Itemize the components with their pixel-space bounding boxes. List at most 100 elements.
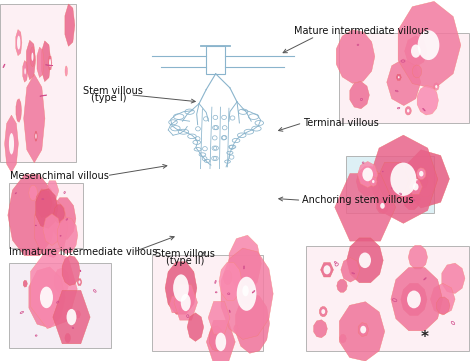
Ellipse shape bbox=[237, 277, 256, 311]
Bar bbox=[306, 246, 469, 351]
Polygon shape bbox=[405, 36, 427, 66]
Ellipse shape bbox=[362, 168, 373, 181]
Ellipse shape bbox=[31, 53, 34, 61]
Polygon shape bbox=[377, 198, 389, 214]
Polygon shape bbox=[169, 296, 180, 313]
Bar bbox=[206, 46, 225, 74]
Polygon shape bbox=[391, 268, 443, 331]
Polygon shape bbox=[48, 56, 52, 70]
Polygon shape bbox=[35, 209, 42, 223]
Polygon shape bbox=[29, 186, 37, 200]
Ellipse shape bbox=[321, 309, 325, 314]
Polygon shape bbox=[417, 168, 426, 179]
Polygon shape bbox=[27, 40, 36, 80]
Polygon shape bbox=[23, 280, 27, 287]
Ellipse shape bbox=[372, 180, 374, 183]
Polygon shape bbox=[401, 283, 427, 316]
Polygon shape bbox=[437, 297, 450, 314]
Text: (type II): (type II) bbox=[166, 256, 204, 266]
Text: Stem villous: Stem villous bbox=[155, 249, 215, 258]
Bar bbox=[339, 33, 469, 123]
Ellipse shape bbox=[391, 162, 416, 196]
Polygon shape bbox=[37, 47, 44, 78]
Polygon shape bbox=[23, 61, 28, 82]
Polygon shape bbox=[236, 293, 270, 353]
Bar bbox=[0, 4, 76, 162]
Ellipse shape bbox=[413, 183, 419, 191]
Polygon shape bbox=[76, 310, 81, 318]
Polygon shape bbox=[320, 262, 334, 277]
Text: (type I): (type I) bbox=[91, 93, 127, 103]
Polygon shape bbox=[442, 263, 465, 293]
Ellipse shape bbox=[407, 291, 421, 308]
Polygon shape bbox=[174, 285, 198, 320]
Polygon shape bbox=[243, 279, 251, 293]
Polygon shape bbox=[54, 268, 70, 293]
Polygon shape bbox=[36, 189, 58, 228]
Polygon shape bbox=[35, 131, 37, 141]
Polygon shape bbox=[224, 270, 232, 285]
Ellipse shape bbox=[40, 287, 53, 308]
Text: Immature intermediate villous: Immature intermediate villous bbox=[9, 247, 158, 257]
Polygon shape bbox=[405, 150, 449, 208]
Polygon shape bbox=[57, 217, 78, 253]
Polygon shape bbox=[35, 197, 68, 258]
Polygon shape bbox=[339, 302, 385, 361]
Polygon shape bbox=[335, 174, 396, 241]
Polygon shape bbox=[30, 249, 77, 329]
Polygon shape bbox=[65, 334, 71, 343]
Ellipse shape bbox=[359, 252, 371, 268]
Polygon shape bbox=[356, 166, 381, 196]
Polygon shape bbox=[314, 320, 328, 338]
Polygon shape bbox=[369, 177, 377, 187]
Ellipse shape bbox=[407, 109, 410, 113]
Ellipse shape bbox=[419, 171, 423, 177]
Ellipse shape bbox=[398, 76, 400, 78]
Polygon shape bbox=[336, 30, 375, 83]
Polygon shape bbox=[206, 320, 235, 361]
Ellipse shape bbox=[360, 326, 366, 334]
Polygon shape bbox=[30, 47, 35, 67]
Ellipse shape bbox=[216, 332, 226, 351]
Polygon shape bbox=[412, 65, 422, 78]
Text: Mature intermediate villous: Mature intermediate villous bbox=[294, 26, 429, 36]
Polygon shape bbox=[187, 313, 204, 342]
Text: *: * bbox=[420, 330, 428, 345]
Polygon shape bbox=[346, 238, 383, 283]
Bar bbox=[152, 255, 263, 351]
Text: Stem villous: Stem villous bbox=[83, 86, 143, 96]
Bar bbox=[9, 183, 83, 248]
Polygon shape bbox=[51, 198, 76, 239]
Polygon shape bbox=[409, 179, 422, 194]
Ellipse shape bbox=[411, 44, 421, 58]
Polygon shape bbox=[229, 235, 261, 292]
Polygon shape bbox=[234, 325, 238, 332]
Bar bbox=[9, 264, 111, 348]
Polygon shape bbox=[430, 283, 455, 315]
Text: Anchoring stem villous: Anchoring stem villous bbox=[302, 195, 414, 205]
Polygon shape bbox=[208, 301, 230, 334]
Polygon shape bbox=[54, 205, 64, 223]
Ellipse shape bbox=[24, 68, 26, 74]
Polygon shape bbox=[65, 4, 75, 46]
Ellipse shape bbox=[49, 59, 51, 67]
Polygon shape bbox=[36, 189, 52, 217]
Polygon shape bbox=[165, 262, 197, 314]
Polygon shape bbox=[405, 106, 411, 115]
Polygon shape bbox=[340, 334, 346, 343]
Polygon shape bbox=[358, 323, 369, 337]
Polygon shape bbox=[221, 248, 273, 339]
Polygon shape bbox=[319, 306, 328, 317]
Polygon shape bbox=[387, 59, 421, 105]
Ellipse shape bbox=[418, 30, 439, 60]
Polygon shape bbox=[417, 174, 428, 188]
Ellipse shape bbox=[9, 133, 14, 155]
Polygon shape bbox=[65, 66, 67, 76]
Polygon shape bbox=[403, 189, 420, 210]
Ellipse shape bbox=[181, 294, 191, 311]
Polygon shape bbox=[417, 86, 438, 115]
Polygon shape bbox=[45, 196, 51, 206]
Polygon shape bbox=[5, 115, 18, 173]
Polygon shape bbox=[209, 326, 224, 351]
Ellipse shape bbox=[380, 203, 385, 209]
